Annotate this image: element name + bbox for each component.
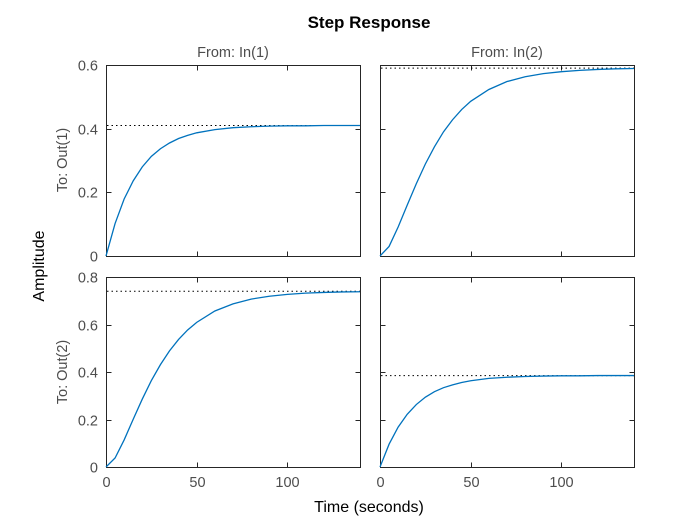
y-tick-label-r2c1-0: 0 (90, 461, 98, 477)
panel-r2c1: 0 50 100 0 0.2 0.4 0.6 0.8 (78, 271, 361, 492)
y-tick-label-r1c1-0: 0 (90, 250, 98, 266)
x-tick-label-r2c1-1: 50 (189, 475, 205, 491)
column-label-in2: From: In(2) (471, 45, 543, 61)
y-axis-label: Amplitude (31, 230, 48, 301)
x-tick-label-r2c2-1: 50 (463, 475, 479, 491)
x-tick-label-r2c1-2: 100 (275, 475, 299, 491)
panel-r1c2 (380, 66, 635, 257)
x-tick-label-r2c2-0: 0 (376, 475, 384, 491)
panel-r2c2: 0 50 100 (376, 278, 634, 492)
chart-title: Step Response (308, 13, 431, 32)
panel-frame-r1c1 (107, 66, 361, 257)
x-axis-label: Time (seconds) (314, 499, 424, 516)
y-tick-label-r1c1-1: 0.2 (78, 186, 98, 202)
panel-frame-r2c1 (107, 278, 361, 468)
y-tick-label-r2c1-3: 0.6 (78, 319, 98, 335)
panel-frame-r2c2 (381, 278, 635, 468)
row-label-out1: To: Out(1) (55, 128, 71, 192)
row-label-out2: To: Out(2) (55, 340, 71, 404)
y-tick-label-r2c1-2: 0.4 (78, 366, 98, 382)
y-tick-label-r1c1-3: 0.6 (78, 59, 98, 75)
y-tick-label-r1c1-2: 0.4 (78, 123, 98, 139)
panel-frame-r1c2 (381, 66, 635, 257)
panel-r1c1: 0 0.2 0.4 0.6 (78, 59, 361, 266)
y-tick-label-r2c1-4: 0.8 (78, 271, 98, 287)
y-tick-label-r2c1-1: 0.2 (78, 414, 98, 430)
x-tick-label-r2c1-0: 0 (102, 475, 110, 491)
x-tick-label-r2c2-2: 100 (549, 475, 573, 491)
column-label-in1: From: In(1) (197, 45, 269, 61)
